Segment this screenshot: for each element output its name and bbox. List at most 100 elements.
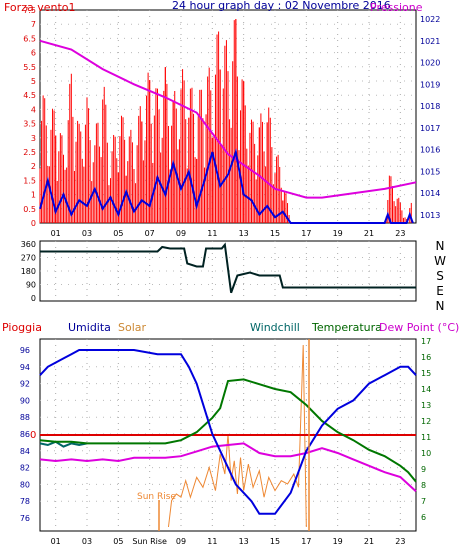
x-tick-label: 15	[270, 537, 280, 546]
chart-title: 24 hour graph day : 02 Novembre 2016	[172, 0, 391, 12]
direction-tick-label: 180	[21, 267, 36, 276]
wind-tick-label: 7	[31, 20, 36, 29]
wind-tick-label: 1.5	[23, 176, 36, 185]
temperature-tick-label: 15	[421, 369, 431, 378]
solar-series	[167, 344, 307, 528]
x-tick-label: 11	[207, 537, 217, 546]
humidity-tick-label: 84	[20, 447, 30, 456]
pressure-tick-label: 1022	[420, 15, 440, 24]
humidity-tick-label: 94	[20, 363, 30, 372]
wind-tick-label: 0	[31, 219, 36, 228]
temperature-tick-label: 17	[421, 337, 431, 346]
wind-tick-label: 6.5	[23, 34, 36, 43]
temp-x-ticks: 01 03 05 Sun Rise 09 11 13 15 17 19 21 23	[51, 537, 406, 546]
x-tick-label: 19	[333, 537, 343, 546]
x-tick-label: 01	[51, 229, 61, 238]
humidity-series	[39, 349, 417, 515]
temperature-tick-label: 13	[421, 401, 431, 410]
compass-letter: N	[436, 299, 445, 313]
wind-tick-label: 2.5	[23, 148, 36, 157]
rain-zero-label: 0	[30, 430, 36, 441]
temperature-series	[39, 378, 417, 483]
temperature-tick-label: 7	[421, 497, 426, 506]
pressure-tick-label: 1015	[420, 167, 440, 176]
x-tick-label: 11	[207, 229, 217, 238]
x-tick-label: 05	[113, 229, 123, 238]
temperature-tick-label: 8	[421, 481, 426, 490]
x-tick-label: 07	[145, 229, 155, 238]
x-tick-label: 05	[113, 537, 123, 546]
wind-tick-label: 0.5	[23, 205, 36, 214]
wind-tick-label: 5.5	[23, 63, 36, 72]
humidity-tick-label: 82	[20, 464, 30, 473]
pressure-tick-label: 1013	[420, 211, 440, 220]
pressure-tick-label: 1017	[420, 124, 440, 133]
temperature-tick-label: 14	[421, 385, 431, 394]
direction-tick-label: 90	[26, 281, 36, 290]
humidity-tick-label: 88	[20, 413, 30, 422]
temperature-tick-label: 11	[421, 433, 431, 442]
pressure-tick-label: 1019	[420, 80, 440, 89]
humidity-tick-label: 92	[20, 380, 30, 389]
temperature-tick-label: 6	[421, 513, 426, 522]
direction-panel-grid	[40, 241, 416, 301]
temperature-tick-label: 9	[421, 465, 426, 474]
direction-tick-label: 0	[31, 294, 36, 303]
temperature-label: Temperatura	[311, 321, 382, 334]
wind-tick-label: 4.5	[23, 91, 36, 100]
pressure-tick-label: 1021	[420, 37, 440, 46]
x-tick-label: 19	[333, 229, 343, 238]
humidity-axis-ticks: 96 94 92 90 88 86 84 82 80 78 76	[20, 346, 30, 523]
pressure-tick-label: 1020	[420, 59, 440, 68]
dewpoint-series	[39, 442, 417, 493]
wind-direction-series	[40, 242, 416, 294]
humidity-tick-label: 76	[20, 514, 30, 523]
wind-tick-label: 6	[31, 49, 36, 58]
pressure-tick-label: 1018	[420, 102, 440, 111]
x-tick-label: 09	[176, 537, 186, 546]
direction-tick-label: 270	[21, 254, 36, 263]
humidity-label: Umidita	[68, 321, 111, 334]
windchill-label: Windchill	[250, 321, 300, 334]
dewpoint-label: Dew Point (°C)	[379, 321, 459, 334]
wind-tick-label: 3.5	[23, 120, 36, 129]
compass-letter: W	[434, 254, 446, 268]
x-tick-label: 21	[364, 537, 374, 546]
wind-tick-label: 3	[31, 134, 36, 143]
humidity-tick-label: 78	[20, 497, 30, 506]
pressure-series	[39, 39, 417, 199]
wind-tick-label: 7.5	[23, 6, 36, 15]
x-tick-label: 13	[239, 229, 249, 238]
solar-label: Solar	[118, 321, 147, 334]
x-tick-label: 17	[301, 537, 311, 546]
x-tick-label: Sun Rise	[132, 537, 167, 546]
x-tick-label: 09	[176, 229, 186, 238]
wind-tick-label: 1	[31, 191, 36, 200]
x-tick-label: 17	[301, 229, 311, 238]
temperature-tick-label: 12	[421, 417, 431, 426]
wind-series	[39, 148, 414, 224]
x-tick-label: 03	[82, 229, 92, 238]
pressure-axis-ticks: 1022 1021 1020 1019 1018 1017 1016 1015 1014 1013	[420, 15, 440, 220]
humidity-tick-label: 86	[20, 430, 30, 439]
temperature-tick-label: 10	[421, 449, 431, 458]
sunrise-annotation: Sun Rise	[137, 492, 176, 502]
humidity-tick-label: 96	[20, 346, 30, 355]
direction-tick-label: 360	[21, 240, 36, 249]
wind-tick-label: 4	[31, 105, 36, 114]
compass-letter: N	[436, 239, 445, 253]
wind-tick-label: 5	[31, 77, 36, 86]
x-tick-label: 13	[239, 537, 249, 546]
rain-label: Pioggia	[2, 321, 42, 334]
humidity-tick-label: 90	[20, 396, 30, 405]
wind-axis-label: Forza vento1	[4, 1, 76, 14]
wind-tick-label: 2	[31, 162, 36, 171]
temperature-axis-ticks: 17 16 15 14 13 12 11 10 9 8 7 6	[421, 337, 431, 522]
humidity-tick-label: 80	[20, 480, 30, 489]
direction-axis-ticks: 360 270 180 90 0	[21, 240, 36, 303]
temperature-tick-label: 16	[421, 353, 431, 362]
compass-letter: E	[436, 284, 444, 298]
x-tick-label: 01	[51, 537, 61, 546]
